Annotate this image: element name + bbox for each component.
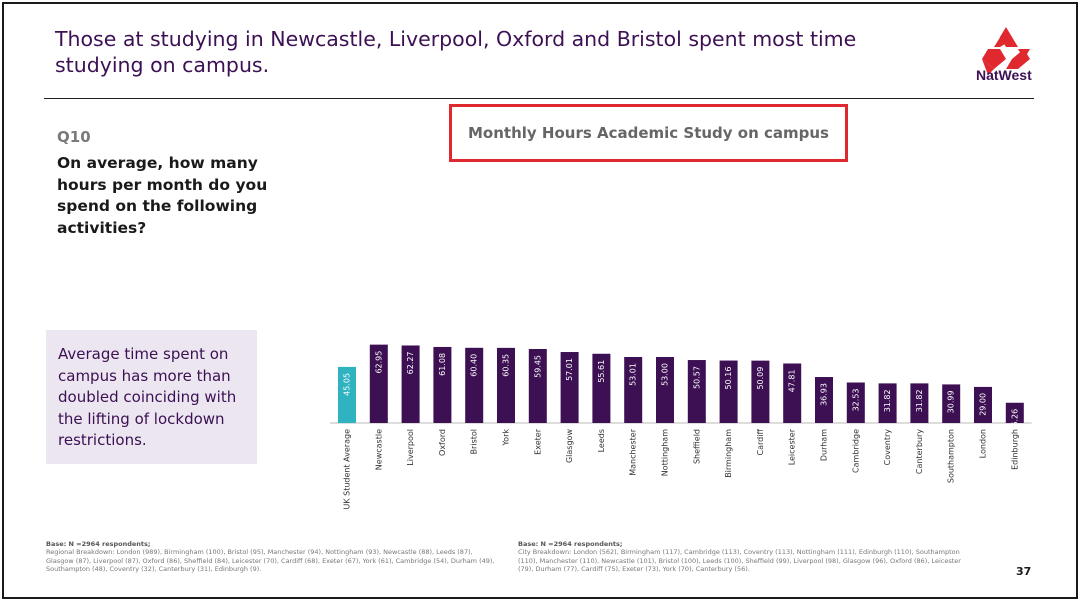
x-tick-label: Bristol: [470, 429, 479, 454]
data-label: 53.01: [629, 363, 638, 386]
data-label: 29.00: [979, 393, 988, 416]
data-label: 32.53: [851, 389, 860, 412]
page-number: 37: [1016, 565, 1032, 578]
title-divider: [44, 98, 1034, 99]
x-tick-label: Sheffield: [692, 429, 701, 464]
bar-liverpool: [401, 345, 420, 423]
data-label: 55.61: [597, 360, 606, 383]
bar-london: [974, 386, 992, 423]
bar-chart: 45.05 UK Student Average 62.95 Newcastle 62.…: [330, 344, 1032, 510]
bar-birmingham: [719, 360, 738, 423]
x-tick-label: Cambridge: [851, 429, 860, 473]
data-label: 50.57: [692, 366, 701, 389]
bar-cardiff: [751, 360, 770, 423]
data-label: 47.81: [788, 369, 797, 392]
x-tick-label: Southampton: [947, 429, 956, 483]
bar-glasgow: [560, 352, 579, 423]
natwest-logo-icon: [982, 27, 1030, 75]
data-label: 16.26: [1010, 409, 1019, 432]
bar-edinburgh: [1005, 402, 1024, 423]
data-label: 57.01: [565, 358, 574, 381]
x-tick-label: York: [502, 429, 511, 447]
data-label: 30.99: [947, 390, 956, 413]
x-tick-label: Edinburgh: [1010, 429, 1019, 470]
bar-coventry: [878, 383, 897, 423]
x-tick-label: Leeds: [597, 429, 606, 452]
footnote-right: Base: N =2964 respondents; City Breakdow…: [518, 540, 970, 573]
x-tick-label: Leicester: [788, 428, 797, 465]
x-tick-label: Durham: [820, 429, 829, 461]
bar-sheffield: [687, 360, 706, 423]
x-tick-label: Liverpool: [406, 429, 415, 466]
data-label: 59.45: [533, 355, 542, 378]
data-label: 31.82: [883, 389, 892, 412]
slide-title: Those at studying in Newcastle, Liverpoo…: [55, 27, 857, 77]
data-label: 50.16: [724, 367, 733, 390]
bar-uk-student-average: [338, 366, 356, 423]
bar-exeter: [528, 348, 547, 423]
x-tick-label: UK Student Average: [343, 429, 352, 510]
footnote-left-heading: Base: N =2964 respondents;: [46, 540, 151, 548]
bar-bristol: [465, 347, 484, 423]
footnote-right-body: City Breakdown: London (562), Birmingham…: [518, 548, 961, 573]
footnote-left-body: Regional Breakdown: London (989), Birmin…: [46, 548, 495, 573]
x-tick-label: London: [979, 429, 988, 458]
bar-nottingham: [656, 357, 674, 423]
data-label: 53.00: [661, 363, 670, 386]
data-label: 60.40: [470, 354, 479, 377]
chart-title: Monthly Hours Academic Study on campus: [449, 104, 848, 162]
bar-york: [497, 347, 515, 423]
bar-newcastle: [369, 344, 388, 423]
bar-canterbury: [910, 383, 929, 423]
data-label: 31.82: [915, 389, 924, 412]
x-tick-label: Newcastle: [374, 429, 383, 470]
question-text: On average, how many hours per month do …: [57, 154, 268, 237]
bar-leeds: [592, 353, 611, 423]
x-tick-label: Coventry: [883, 429, 892, 466]
insight-callout: Average time spent on campus has more th…: [46, 330, 257, 464]
x-tick-label: Birmingham: [724, 429, 733, 478]
x-tick-label: Nottingham: [661, 429, 670, 476]
x-tick-label: Canterbury: [915, 429, 924, 474]
x-tick-label: Oxford: [438, 429, 447, 456]
bar-leicester: [783, 363, 802, 423]
data-label: 62.27: [406, 351, 415, 374]
bar-oxford: [433, 346, 452, 423]
data-label: 50.09: [756, 367, 765, 390]
footnote-right-heading: Base: N =2964 respondents;: [518, 540, 623, 548]
data-label: 61.08: [438, 353, 447, 376]
bar-durham: [815, 377, 833, 423]
data-label: 45.05: [343, 373, 352, 396]
x-tick-label: Exeter: [533, 428, 542, 455]
data-label: 62.95: [374, 351, 383, 374]
bar-southampton: [942, 384, 961, 423]
data-label: 36.93: [820, 383, 829, 406]
question-number: Q10: [57, 128, 91, 146]
data-label: 60.35: [502, 354, 511, 377]
footnote-left: Base: N =2964 respondents; Regional Brea…: [46, 540, 496, 573]
brand-name: NatWest: [976, 67, 1032, 83]
bar-manchester: [624, 357, 643, 423]
x-tick-label: Glasgow: [565, 429, 574, 463]
x-tick-label: Manchester: [629, 428, 638, 475]
bar-cambridge: [846, 382, 865, 423]
x-tick-label: Cardiff: [756, 429, 765, 456]
